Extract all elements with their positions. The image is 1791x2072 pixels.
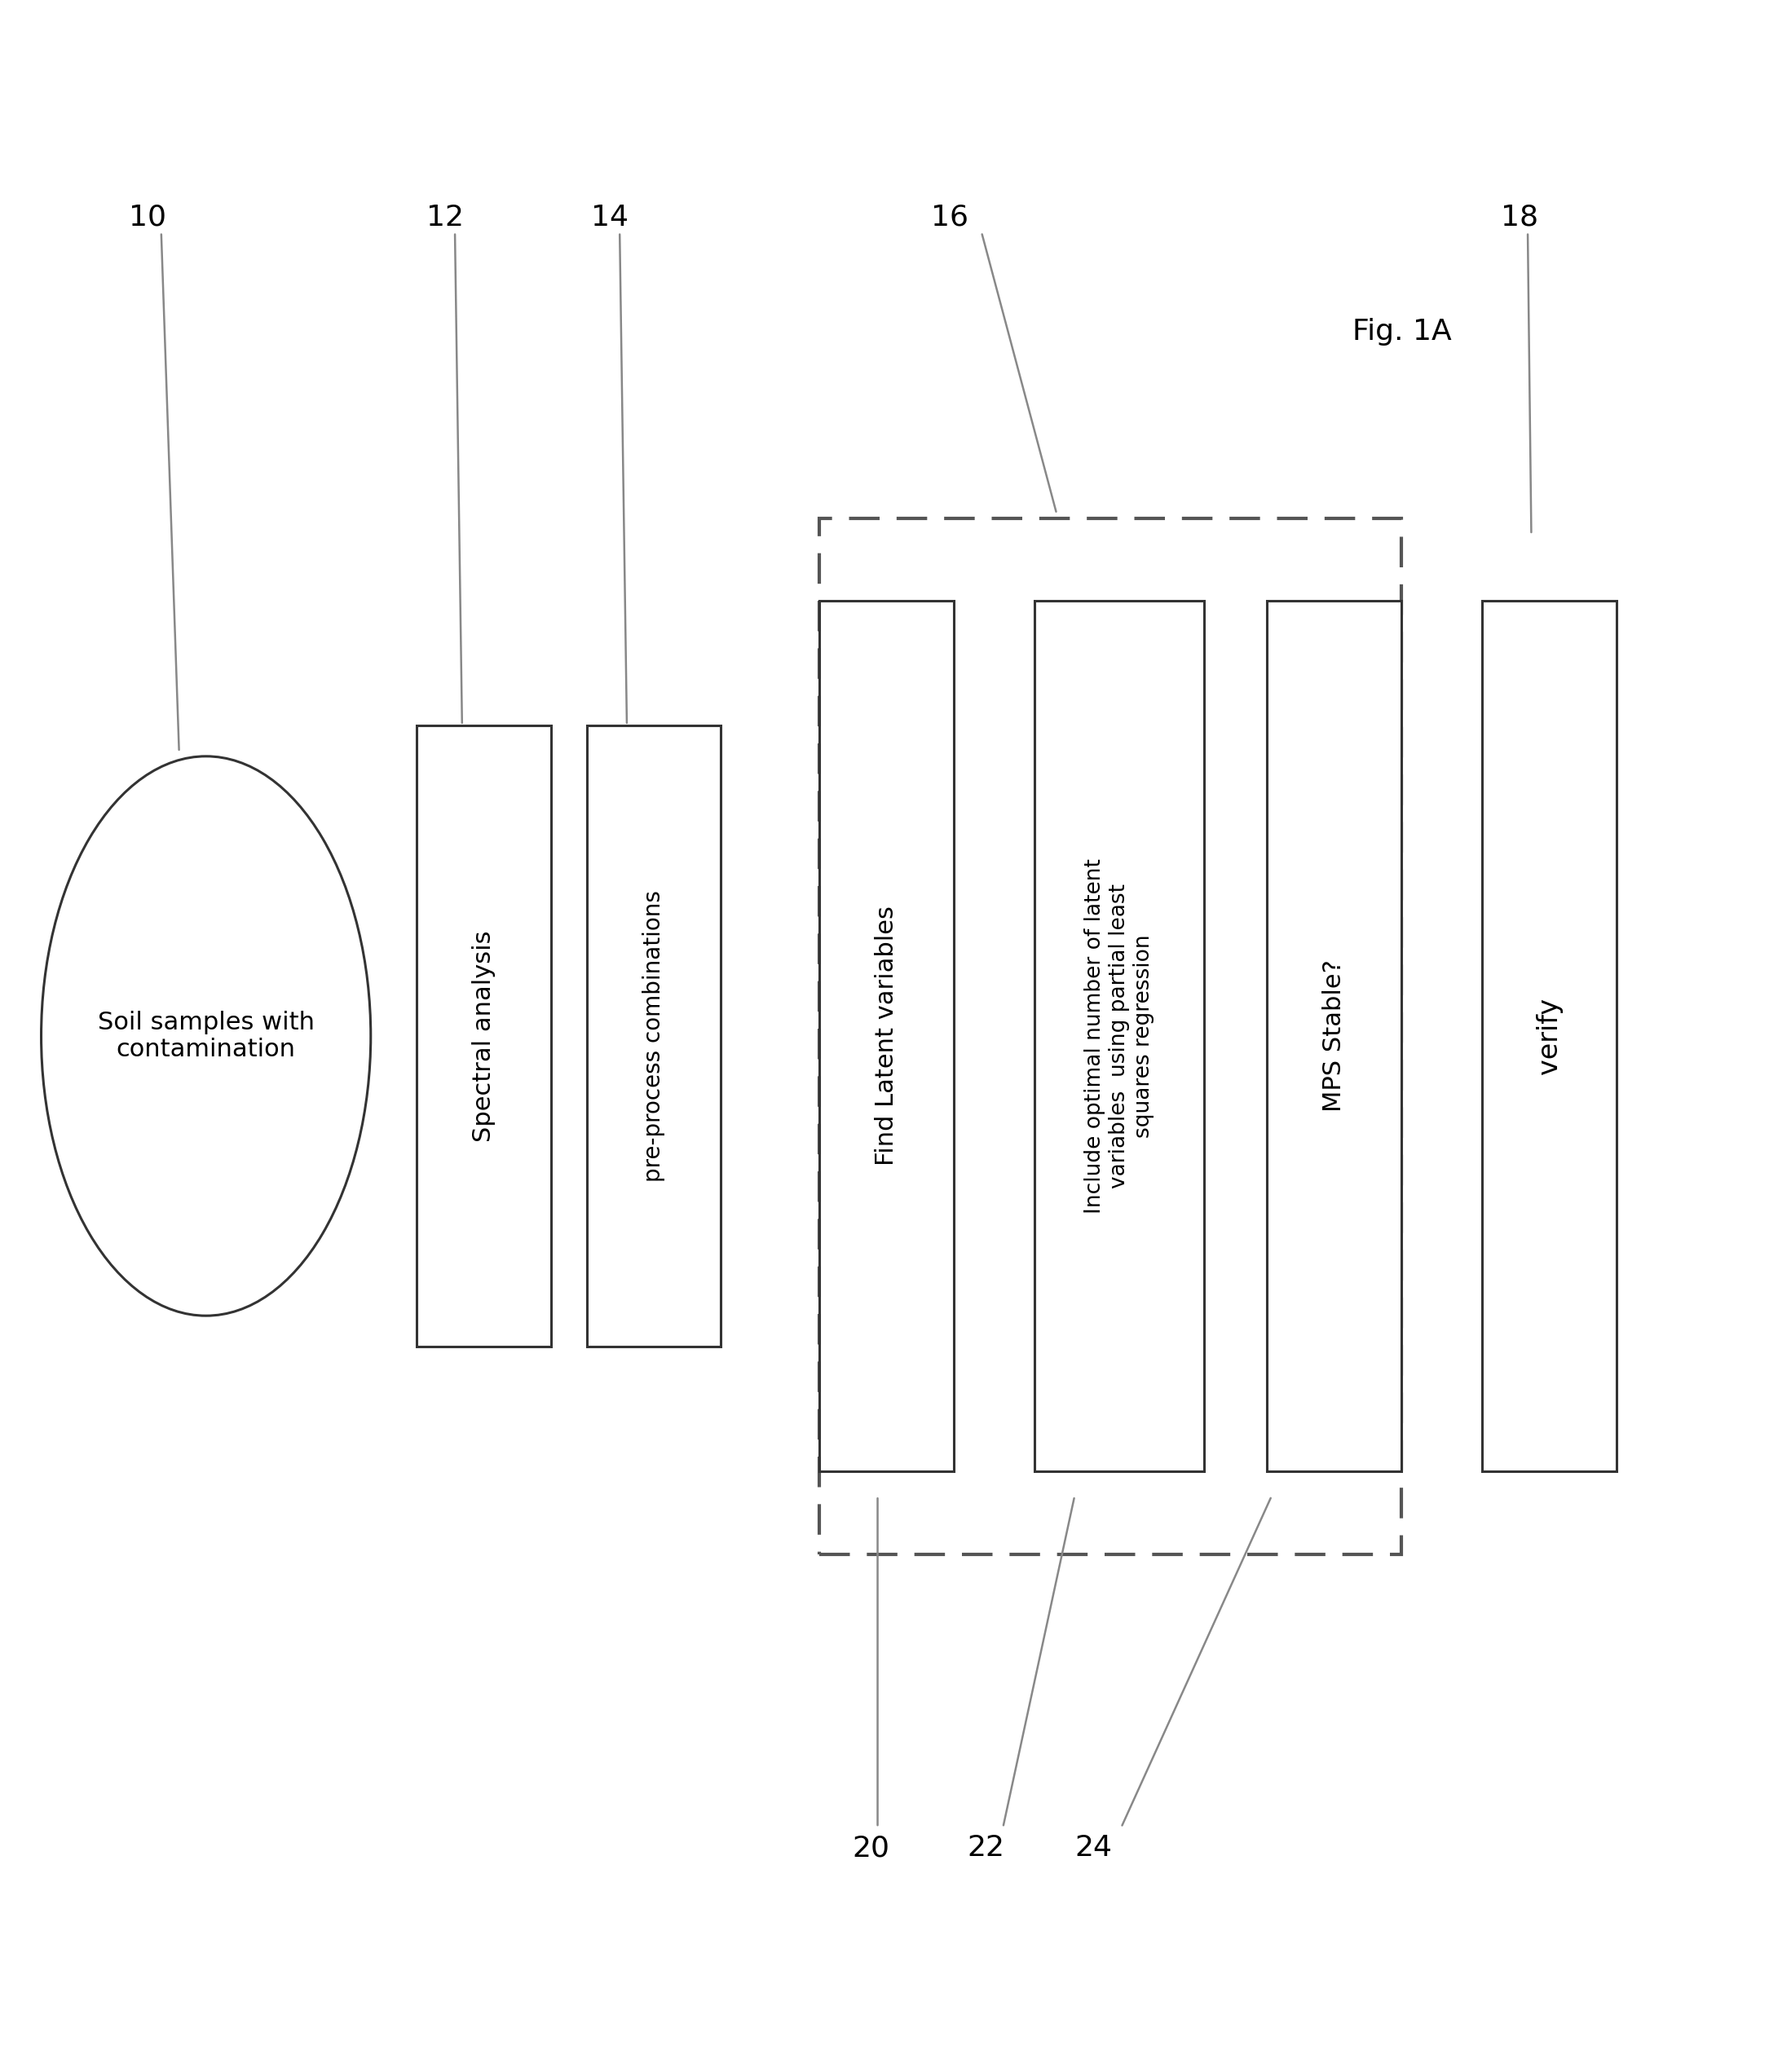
Text: 16: 16 [931, 203, 969, 232]
Text: 10: 10 [129, 203, 167, 232]
Text: verify: verify [1535, 997, 1564, 1075]
Text: 20: 20 [853, 1834, 890, 1863]
Ellipse shape [41, 756, 371, 1316]
Text: Spectral analysis: Spectral analysis [471, 930, 496, 1142]
Bar [1035, 601, 1204, 1471]
Text: 14: 14 [591, 203, 629, 232]
Bar [1483, 601, 1615, 1471]
Bar [1268, 601, 1401, 1471]
Text: MPS Stable?: MPS Stable? [1322, 959, 1347, 1113]
Text: Find Latent variables: Find Latent variables [874, 905, 899, 1167]
Text: Include optimal number of latent
variables  using partial least
squares regressi: Include optimal number of latent variabl… [1084, 858, 1155, 1214]
Text: Soil samples with
contamination: Soil samples with contamination [97, 1011, 315, 1061]
Text: 12: 12 [426, 203, 464, 232]
Text: 22: 22 [967, 1834, 1005, 1863]
Text: 24: 24 [1075, 1834, 1112, 1863]
Text: Fig. 1A: Fig. 1A [1352, 317, 1451, 346]
Text: pre-process combinations: pre-process combinations [643, 891, 664, 1181]
Bar [587, 725, 720, 1347]
Bar [416, 725, 552, 1347]
Bar [820, 601, 953, 1471]
Bar [820, 518, 1401, 1554]
Text: 18: 18 [1501, 203, 1538, 232]
